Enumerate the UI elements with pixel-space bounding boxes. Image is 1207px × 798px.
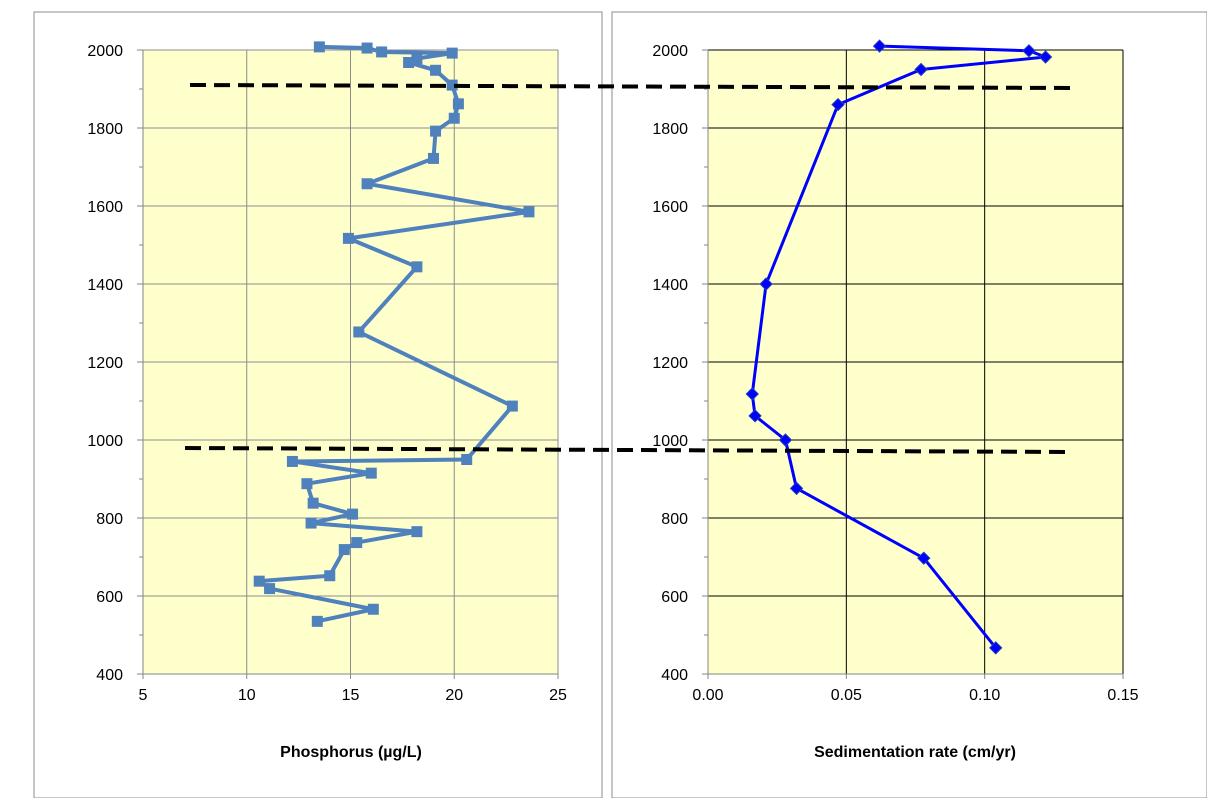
y-tick-labels: 400 600 800 1000 1200 1400 1600 1800 2000 xyxy=(652,43,688,684)
x-tick-label: 0.00 xyxy=(692,687,723,704)
data-point-marker xyxy=(452,98,464,110)
data-point-marker xyxy=(264,583,276,595)
data-point-marker xyxy=(347,508,359,520)
data-point-marker xyxy=(361,178,373,190)
data-point-marker xyxy=(351,537,363,549)
data-point-marker xyxy=(376,46,388,58)
y-tick-label: 400 xyxy=(661,667,688,684)
data-point-marker xyxy=(914,62,928,77)
data-point-marker xyxy=(446,47,458,59)
data-point-marker xyxy=(872,39,887,53)
data-point-marker xyxy=(461,454,473,465)
data-point-marker xyxy=(506,400,518,412)
data-point-marker xyxy=(778,433,793,447)
x-tick-label: 0.10 xyxy=(969,687,1000,704)
y-tick-label: 2000 xyxy=(87,43,123,60)
data-point-marker xyxy=(313,41,325,53)
y-tick-label: 1200 xyxy=(652,355,688,372)
data-point-marker xyxy=(430,64,442,76)
y-tick-label: 1800 xyxy=(87,121,123,138)
y-tick-label: 1000 xyxy=(87,433,123,450)
x-tick-label: 5 xyxy=(139,687,148,704)
data-point-marker xyxy=(430,125,442,137)
y-tick-label: 800 xyxy=(96,511,123,528)
x-tick-labels: 0.00 0.05 0.10 0.15 xyxy=(692,687,1138,704)
y-tick-label: 1200 xyxy=(87,355,123,372)
data-point-marker xyxy=(759,277,773,291)
y-tick-label: 1800 xyxy=(652,121,688,138)
data-point-marker xyxy=(361,42,373,54)
data-point-marker xyxy=(403,56,415,68)
x-tick-labels: 5 10 15 20 25 xyxy=(139,687,567,704)
x-tick-label: 20 xyxy=(445,687,463,704)
y-tick-label: 600 xyxy=(96,589,123,606)
grid-lines xyxy=(708,49,1124,674)
y-tick-label: 1600 xyxy=(87,199,123,216)
axes xyxy=(137,49,559,679)
x-axis-label: Sedimentation rate (cm/yr) xyxy=(814,744,1016,761)
data-point-marker xyxy=(301,478,313,490)
data-point-marker xyxy=(311,615,323,627)
x-tick-label: 0.05 xyxy=(831,687,862,704)
data-point-marker xyxy=(789,481,804,496)
data-point-marker xyxy=(286,455,298,467)
y-tick-label: 2000 xyxy=(652,43,688,60)
data-point-marker xyxy=(1022,44,1036,58)
x-axis-label: Phosphorus (µg/L) xyxy=(280,744,422,761)
y-tick-label: 1600 xyxy=(652,199,688,216)
y-tick-labels: 400 600 800 1000 1200 1400 1600 1800 2000 xyxy=(87,43,123,684)
data-point-marker xyxy=(446,79,458,91)
data-point-marker xyxy=(917,551,931,565)
data-point-marker xyxy=(253,575,265,587)
y-tick-label: 1000 xyxy=(652,433,688,450)
y-tick-label: 800 xyxy=(661,511,688,528)
sedimentation-series xyxy=(745,39,1053,655)
dashed-reference-line xyxy=(184,446,1073,454)
phosphorus-chart-panel: 400 600 800 1000 1200 1400 1600 1800 2000 5 10 15 2… xyxy=(33,11,603,798)
data-point-marker xyxy=(307,497,319,509)
dashed-reference-line xyxy=(189,83,1076,90)
data-point-marker xyxy=(305,517,317,529)
y-tick-label: 600 xyxy=(661,589,688,606)
data-point-marker xyxy=(411,526,423,538)
data-point-marker xyxy=(367,603,379,615)
data-point-marker xyxy=(365,467,377,479)
reference-lines xyxy=(184,83,1076,454)
data-point-marker xyxy=(989,641,1003,655)
data-point-marker xyxy=(831,97,845,112)
y-tick-label: 1400 xyxy=(87,277,123,294)
data-point-marker xyxy=(1038,50,1053,64)
data-point-marker xyxy=(745,387,759,401)
y-tick-label: 1400 xyxy=(652,277,688,294)
data-point-marker xyxy=(342,232,354,244)
data-point-marker xyxy=(523,206,535,218)
x-tick-label: 25 xyxy=(549,687,567,704)
phosphorus-series xyxy=(253,41,535,627)
data-point-marker xyxy=(324,570,336,582)
y-tick-label: 400 xyxy=(96,667,123,684)
x-tick-label: 0.15 xyxy=(1107,687,1138,704)
data-point-marker xyxy=(353,326,365,338)
data-point-marker xyxy=(338,544,350,556)
data-point-marker xyxy=(411,261,423,273)
x-tick-label: 10 xyxy=(238,687,256,704)
data-point-marker xyxy=(428,152,439,164)
data-point-marker xyxy=(748,409,762,423)
data-point-marker xyxy=(448,112,460,124)
data-point-marker xyxy=(411,53,423,65)
x-tick-label: 15 xyxy=(342,687,360,704)
axes xyxy=(702,49,1124,679)
